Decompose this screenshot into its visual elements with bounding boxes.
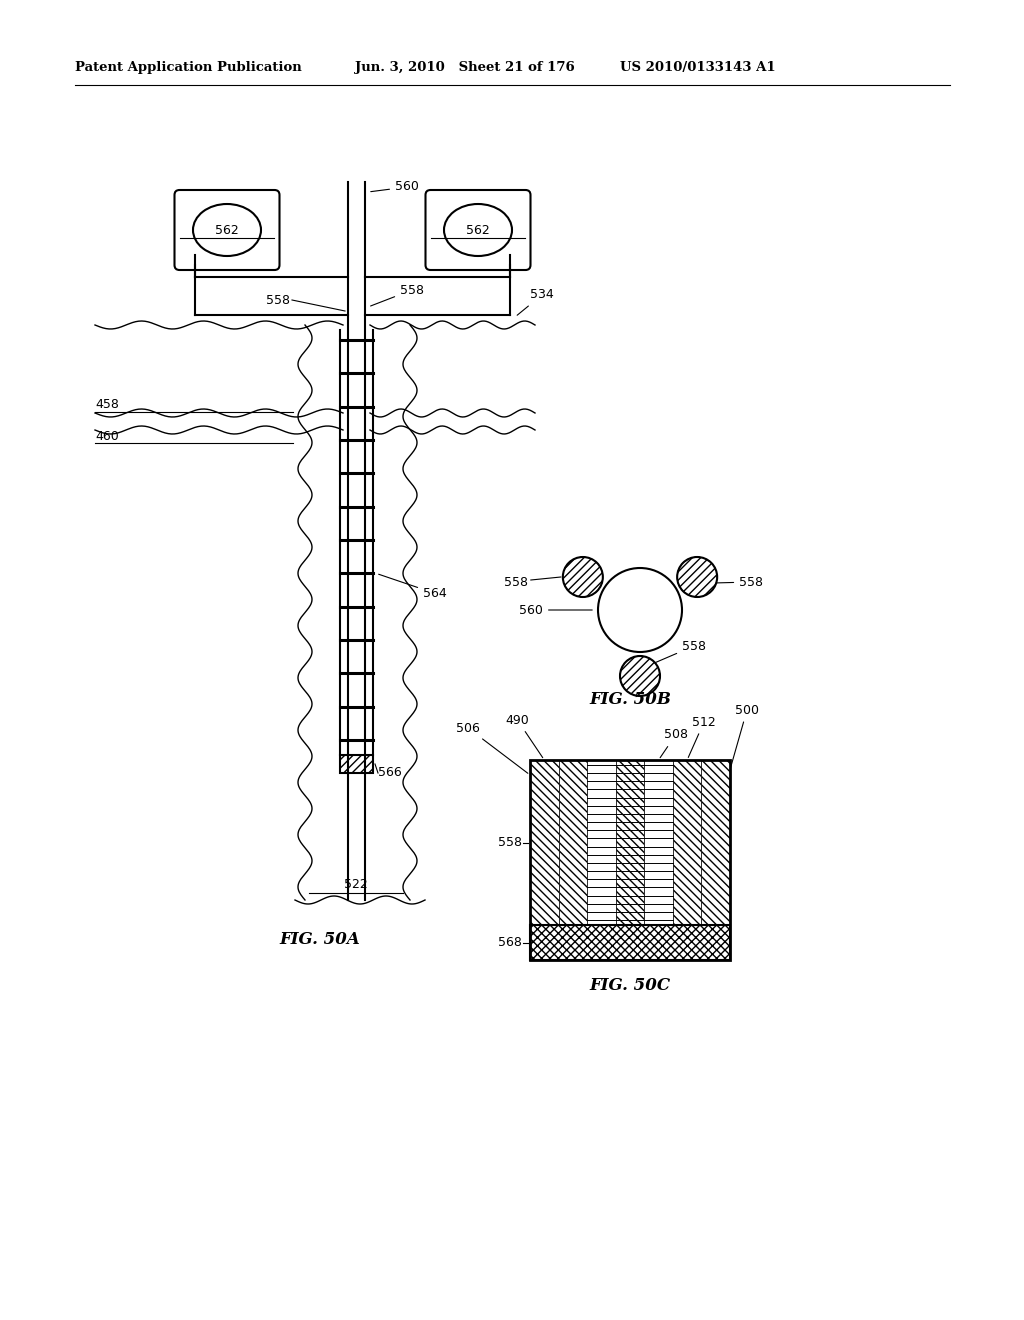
Circle shape (563, 557, 603, 597)
Text: 568: 568 (498, 936, 522, 949)
Text: Jun. 3, 2010   Sheet 21 of 176: Jun. 3, 2010 Sheet 21 of 176 (355, 62, 574, 74)
Text: 558: 558 (504, 576, 527, 589)
Circle shape (620, 656, 660, 696)
Text: FIG. 50C: FIG. 50C (590, 977, 671, 994)
Text: 562: 562 (466, 223, 489, 236)
Text: 558: 558 (498, 836, 522, 849)
Bar (587, 760, 615, 925)
Text: 460: 460 (95, 429, 119, 442)
Ellipse shape (193, 205, 261, 256)
Bar (673, 760, 701, 925)
Text: 558: 558 (654, 639, 706, 663)
Text: 564: 564 (379, 574, 446, 599)
Text: 508: 508 (660, 729, 687, 758)
Text: US 2010/0133143 A1: US 2010/0133143 A1 (620, 62, 775, 74)
Circle shape (598, 568, 682, 652)
Text: 560: 560 (519, 603, 592, 616)
Text: 506: 506 (456, 722, 528, 774)
Text: 558: 558 (371, 284, 424, 306)
Text: 566: 566 (378, 767, 401, 780)
FancyBboxPatch shape (174, 190, 280, 271)
Text: 500: 500 (731, 704, 759, 767)
Text: 522: 522 (344, 879, 368, 891)
Text: Patent Application Publication: Patent Application Publication (75, 62, 302, 74)
Bar (644, 760, 673, 925)
Text: 562: 562 (215, 223, 239, 236)
Bar (530, 760, 730, 960)
Bar (530, 925, 730, 960)
Ellipse shape (444, 205, 512, 256)
Text: 558: 558 (266, 293, 290, 306)
Bar (340, 755, 373, 774)
Text: FIG. 50B: FIG. 50B (589, 692, 671, 709)
Text: 534: 534 (517, 289, 554, 315)
Text: 558: 558 (716, 576, 763, 589)
Bar (530, 760, 558, 925)
Text: 458: 458 (95, 399, 119, 412)
Bar (701, 760, 730, 925)
Text: FIG. 50A: FIG. 50A (280, 932, 360, 949)
Bar (558, 760, 587, 925)
Text: 512: 512 (688, 715, 716, 758)
FancyBboxPatch shape (426, 190, 530, 271)
Text: 490: 490 (506, 714, 543, 758)
Bar (615, 760, 644, 925)
Circle shape (677, 557, 717, 597)
Text: 560: 560 (371, 181, 419, 194)
